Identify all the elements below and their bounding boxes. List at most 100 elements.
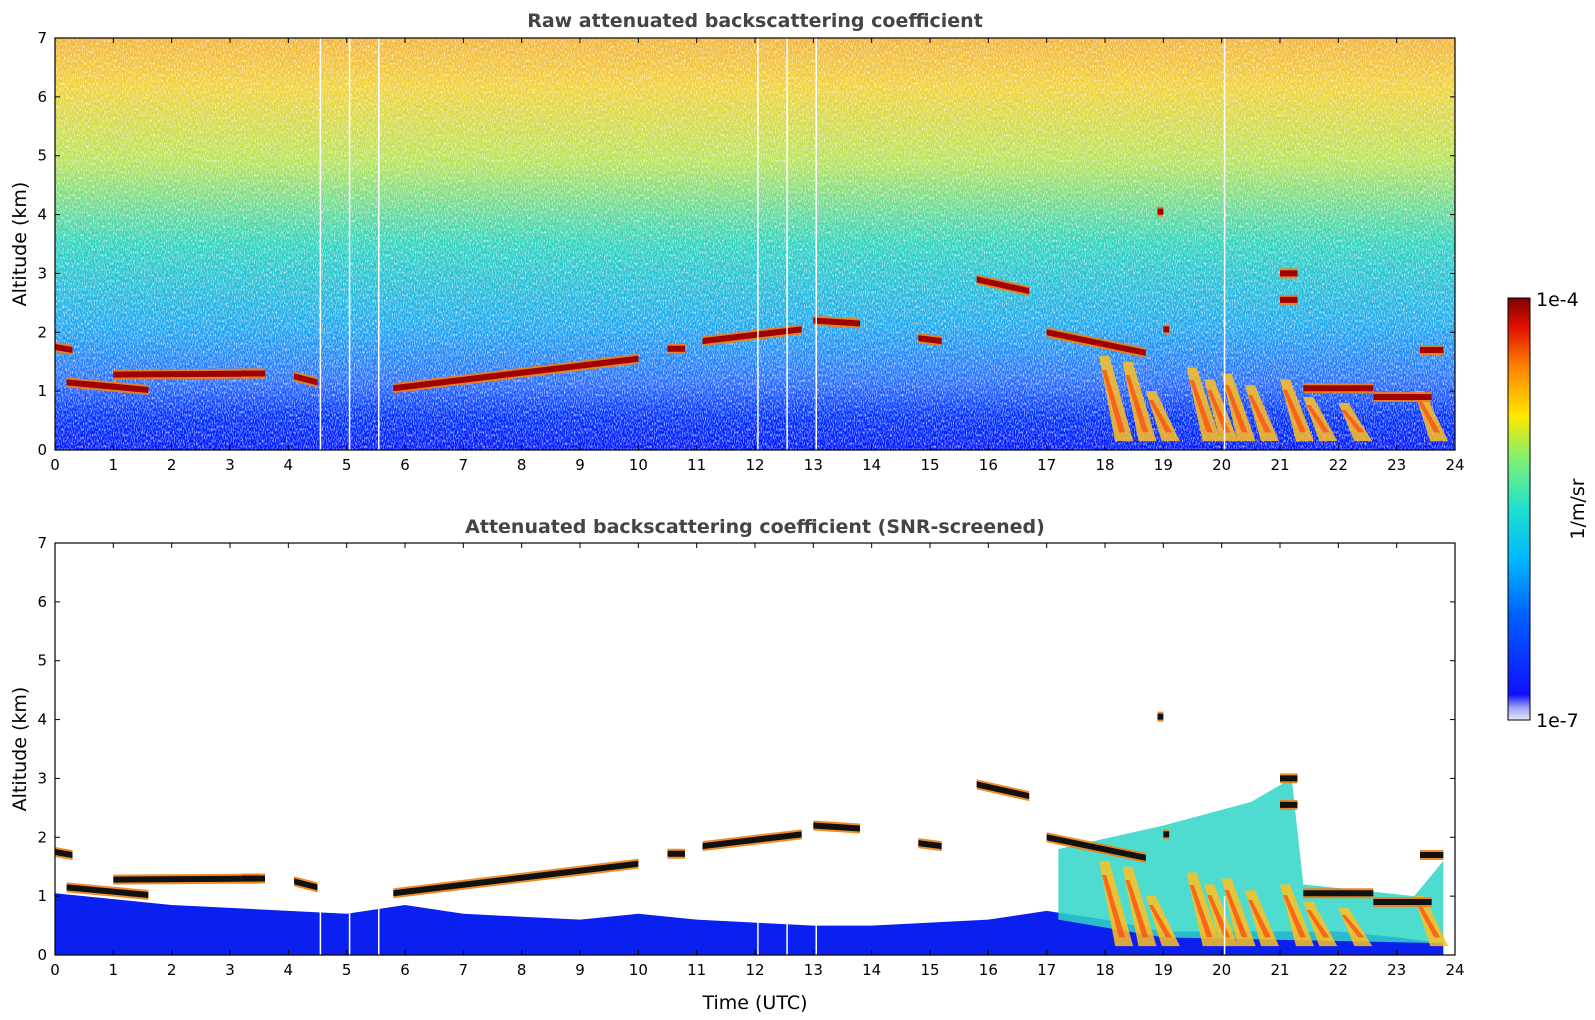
cloud-layer <box>1280 296 1298 303</box>
cloud-layer <box>1157 713 1164 720</box>
screened-cloud-layers <box>55 711 1444 908</box>
x-tick-label: 20 <box>1212 456 1231 474</box>
x-tick-label: 16 <box>979 456 998 474</box>
raw-axes: 0 1 2 3 4 5 6 7 8 9 10 11 12 13 14 15 16 17 18 19 20 21 22 23 24… <box>37 29 1464 474</box>
precip-streak-core <box>1189 379 1213 433</box>
screened-backscatter-panel: Attenuated backscattering coefficient (S… <box>9 516 1465 1014</box>
precip-streak-core <box>1224 889 1248 938</box>
x-tick-label: 5 <box>342 456 352 474</box>
cloud-layer <box>393 355 639 392</box>
raw-streak-group <box>1099 355 1449 442</box>
x-tick-label: 7 <box>459 961 469 979</box>
boundary-layer-fill <box>55 893 1444 955</box>
x-tick-label: 17 <box>1037 456 1056 474</box>
cloud-layer <box>241 370 260 377</box>
colorbar-gradient <box>1507 297 1531 721</box>
x-tick-label: 18 <box>1095 961 1114 979</box>
x-tick-label: 13 <box>804 961 823 979</box>
y-tick-label: 0 <box>37 946 47 964</box>
precip-streak-core <box>1306 404 1330 433</box>
y-tick-label: 1 <box>37 382 47 400</box>
precip-streak-core <box>1125 879 1149 938</box>
x-tick-label: 22 <box>1329 961 1348 979</box>
x-tick-label: 22 <box>1329 456 1348 474</box>
cloud-layer <box>1046 834 1146 861</box>
precip-streak-core <box>1306 909 1330 938</box>
cloud-layer <box>976 276 1030 295</box>
cloud-layer <box>55 849 73 858</box>
x-tick-label: 4 <box>284 456 294 474</box>
y-tick-label: 2 <box>37 828 47 846</box>
screened-axes: 0 1 2 3 4 5 6 7 8 9 10 11 12 13 14 15 16 17 18 19 20 21 22 23 24… <box>37 534 1464 979</box>
x-tick-label: 20 <box>1212 961 1231 979</box>
x-tick-label: 3 <box>225 961 235 979</box>
cloud-layer <box>1163 831 1170 838</box>
raw-heatmap <box>55 38 1455 450</box>
colorbar-unit-label: 1/m/sr <box>1567 478 1589 539</box>
precip-streak-core <box>1189 884 1213 938</box>
precip-streak-core <box>1224 384 1248 433</box>
x-tick-label: 24 <box>1445 961 1464 979</box>
cloud-layer <box>1157 208 1164 215</box>
x-tick-label: 10 <box>629 961 648 979</box>
cloud-layer <box>813 317 860 327</box>
cloud-layer <box>294 373 318 386</box>
cloud-layer <box>294 878 318 891</box>
precip-streak-core <box>1417 399 1441 433</box>
x-tick-label: 1 <box>109 456 119 474</box>
x-tick-label: 16 <box>979 961 998 979</box>
y-tick-label: 6 <box>37 88 47 106</box>
cloud-layer <box>1420 851 1444 858</box>
x-tick-label: 19 <box>1154 961 1173 979</box>
cloud-layer <box>667 345 685 352</box>
x-tick-label: 21 <box>1270 961 1289 979</box>
x-tick-label: 14 <box>862 456 881 474</box>
cloud-layer <box>1280 775 1298 782</box>
cloud-layer <box>113 875 265 883</box>
x-axis-label: Time (UTC) <box>701 992 807 1014</box>
x-tick-label: 4 <box>284 961 294 979</box>
colorbar-min-label: 1e-7 <box>1536 710 1579 732</box>
cloud-layer <box>1046 329 1146 356</box>
precip-streak-core <box>1417 904 1441 938</box>
x-tick-label: 0 <box>50 456 60 474</box>
raw-y-axis-label: Altitude (km) <box>9 182 31 307</box>
cloud-layer <box>1303 890 1374 897</box>
x-tick-label: 14 <box>862 961 881 979</box>
x-tick-label: 12 <box>745 961 764 979</box>
x-tick-label: 24 <box>1445 456 1464 474</box>
precip-streak-core <box>1248 394 1271 433</box>
cloud-layer <box>1373 394 1432 401</box>
cloud-layer <box>1163 326 1170 333</box>
screened-data-gaps <box>319 896 1226 955</box>
x-tick-label: 3 <box>225 456 235 474</box>
x-tick-label: 10 <box>629 456 648 474</box>
y-tick-label: 6 <box>37 593 47 611</box>
cloud-layer <box>918 335 942 345</box>
screened-y-axis-label: Altitude (km) <box>9 687 31 812</box>
cloud-layer <box>1303 385 1374 392</box>
x-tick-label: 9 <box>575 456 585 474</box>
cloud-layer <box>1373 899 1432 906</box>
screened-heatmap <box>55 543 1455 955</box>
y-tick-label: 7 <box>37 534 47 552</box>
y-tick-label: 3 <box>37 769 47 787</box>
x-tick-label: 13 <box>804 456 823 474</box>
x-tick-label: 8 <box>517 961 527 979</box>
y-tick-label: 4 <box>37 206 47 224</box>
x-tick-label: 23 <box>1387 961 1406 979</box>
raw-noise-overlay <box>55 38 1455 450</box>
x-tick-label: 11 <box>687 456 706 474</box>
cloud-layer <box>667 850 685 857</box>
precip-streak-core <box>1102 369 1126 433</box>
cloud-layer <box>1420 346 1444 353</box>
cloud-layer <box>918 840 942 850</box>
cloud-layer <box>976 781 1030 800</box>
cloud-layer <box>66 379 149 393</box>
x-tick-label: 18 <box>1095 456 1114 474</box>
screened-panel-title: Attenuated backscattering coefficient (S… <box>465 516 1045 538</box>
cloud-layer <box>702 326 802 345</box>
raw-panel-title: Raw attenuated backscattering coefficien… <box>527 10 983 32</box>
x-tick-label: 9 <box>575 961 585 979</box>
